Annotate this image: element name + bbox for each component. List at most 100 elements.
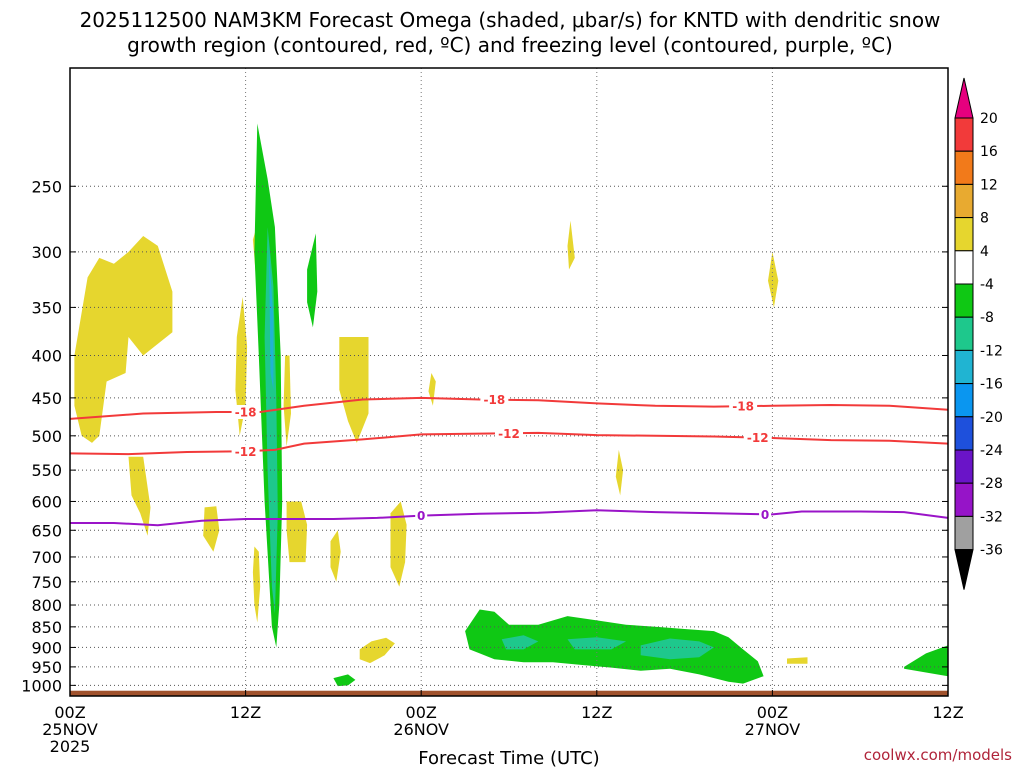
contour-label--12-0: -12	[235, 445, 257, 459]
colorbar-label-10: -24	[980, 443, 1003, 459]
colorbar-label-12: -32	[980, 509, 1003, 525]
omega-region-21	[333, 674, 356, 687]
y-tick-label-650: 650	[31, 521, 62, 540]
colorbar-label-9: -20	[980, 410, 1003, 426]
y-tick-label-850: 850	[31, 618, 62, 637]
colorbar-box-6	[954, 316, 974, 351]
y-tick-label-400: 400	[31, 346, 62, 365]
x-tick-label-0-2: 25NOV	[42, 720, 98, 739]
omega-region-9	[339, 337, 369, 443]
omega-region-8	[330, 530, 341, 582]
chart-title-line-1: 2025112500 NAM3KM Forecast Omega (shaded…	[80, 8, 941, 32]
contour-label--12-2: -12	[747, 431, 769, 445]
x-tick-label-60-1: 12Z	[932, 703, 963, 722]
omega-region-23	[501, 635, 539, 650]
colorbar-label-4: 4	[980, 244, 989, 260]
colorbar-box-2	[954, 183, 974, 219]
colorbar-label-6: -8	[980, 310, 994, 326]
colorbar-label-11: -28	[980, 476, 1003, 492]
colorbar-box-3	[954, 217, 974, 252]
y-tick-label-300: 300	[31, 243, 62, 262]
contour-line-0	[70, 509, 949, 527]
y-tick-label-500: 500	[31, 427, 62, 446]
contour-label-bg	[231, 405, 260, 420]
omega-region-10	[390, 501, 407, 587]
x-tick-label-24-2: 26NOV	[393, 720, 449, 739]
omega-region-15	[768, 251, 779, 308]
colorbar-label-7: -12	[980, 343, 1003, 359]
omega-region-11	[359, 637, 395, 664]
colorbar-box-0	[954, 117, 974, 152]
colorbar-label-1: 16	[980, 144, 998, 160]
contour-label-bg	[743, 430, 772, 445]
y-tick-label-250: 250	[31, 177, 62, 196]
y-tick-label-700: 700	[31, 548, 62, 567]
x-tick-label-48-2: 27NOV	[745, 720, 801, 739]
x-tick-label-36-1: 12Z	[581, 703, 612, 722]
grid-lines	[70, 68, 948, 691]
omega-region-18	[264, 227, 278, 614]
colorbar-label-5: -4	[980, 277, 994, 293]
colorbar-box-11	[954, 482, 974, 517]
colorbar-box-1	[954, 150, 974, 185]
colorbar-label-0: 20	[980, 111, 998, 127]
omega-region-16	[787, 657, 808, 664]
watermark: coolwx.com/models	[864, 746, 1012, 764]
omega-region-0	[74, 236, 173, 443]
omega-region-12	[428, 373, 436, 406]
colorbar-box-4	[954, 250, 974, 285]
y-tick-label-550: 550	[31, 461, 62, 480]
colorbar-label-3: 8	[980, 211, 989, 227]
contour-line--12	[69, 431, 949, 456]
colorbar-label-2: 12	[980, 177, 998, 193]
omega-region-24	[567, 637, 627, 650]
y-tick-label-800: 800	[31, 596, 62, 615]
omega-region-2	[203, 506, 220, 552]
colorbar-label-8: -16	[980, 377, 1003, 393]
contour-label-bg	[495, 426, 523, 441]
omega-region-14	[615, 449, 624, 496]
contour-label--18-1: -18	[484, 393, 506, 407]
y-tick-label-900: 900	[31, 638, 62, 657]
y-tick-label-750: 750	[31, 573, 62, 592]
omega-region-13	[567, 220, 575, 270]
x-tick-label-12-1: 12Z	[230, 703, 261, 722]
colorbar-box-10	[954, 449, 974, 484]
contour-label-bg	[729, 399, 758, 414]
colorbar-arrow-bottom	[954, 549, 974, 590]
x-tick-label-0-1: 00Z	[54, 703, 85, 722]
colorbar-box-9	[954, 416, 974, 451]
colorbar-box-12	[954, 515, 974, 551]
y-tick-label-350: 350	[31, 298, 62, 317]
omega-region-5	[252, 546, 261, 623]
contour-label--12-1: -12	[498, 427, 520, 441]
y-tick-label-600: 600	[31, 492, 62, 511]
colorbar-box-5	[954, 283, 974, 318]
chart-title-line-2: growth region (contoured, red, ºC) and f…	[127, 33, 893, 57]
contour-label-0-1: 0	[761, 508, 769, 522]
y-tick-label-450: 450	[31, 389, 62, 408]
x-tick-label-0-3: 2025	[50, 737, 91, 756]
omega-region-26	[904, 645, 948, 677]
colorbar: 20 16 12 8 4 -4 -8 -12 -16 -20 -24 -28 -32 -36	[954, 77, 1003, 590]
omega-region-6	[283, 355, 291, 447]
x-axis-label: Forecast Time (UTC)	[418, 748, 599, 768]
colorbar-box-7	[954, 349, 974, 385]
contour-label--18-0: -18	[235, 406, 257, 420]
contour-label-0-0: 0	[417, 509, 425, 523]
y-axis: 250 300 350 400 450 500 550 600 650 700 750 800 8509…	[21, 177, 948, 695]
contour-label-bg	[759, 507, 772, 522]
x-tick-label-24-1: 00Z	[406, 703, 437, 722]
omega-region-1	[128, 456, 151, 536]
y-tick-label-1000: 1000	[21, 676, 62, 695]
omega-shading	[74, 123, 948, 687]
omega-region-3	[235, 297, 248, 436]
omega-region-7	[286, 501, 308, 563]
temperature-contours: -18 -18 -18 -12 -12 -12 0 0	[69, 392, 949, 527]
omega-region-20	[307, 233, 318, 328]
contour-label-bg	[415, 508, 428, 523]
plot-frame	[69, 67, 949, 697]
contour-label-bg	[480, 392, 509, 407]
